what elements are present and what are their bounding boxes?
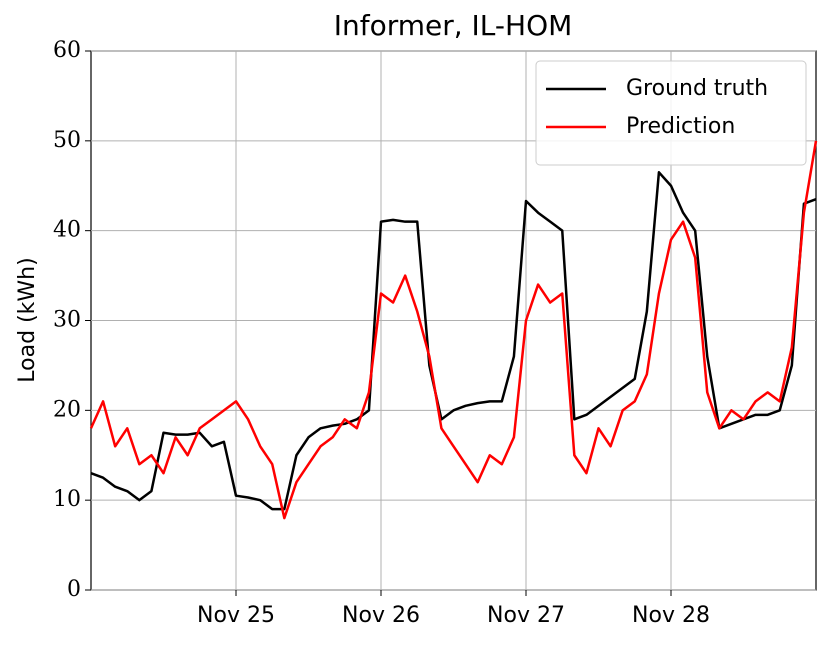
x-tick-label: Nov 28	[632, 603, 710, 628]
series-line	[89, 140, 818, 520]
y-tick-label: 0	[67, 577, 81, 602]
y-tick-label: 30	[53, 308, 81, 333]
y-tick-label: 40	[53, 218, 81, 243]
x-tick-label: Nov 26	[342, 603, 420, 628]
y-tick-label: 10	[53, 487, 81, 512]
y-tick-label: 20	[53, 397, 81, 422]
legend-label: Prediction	[626, 114, 735, 139]
x-tick-label: Nov 25	[197, 603, 275, 628]
legend-box	[535, 60, 807, 166]
y-tick-label: 50	[53, 128, 81, 153]
legend-label: Ground truth	[626, 76, 768, 101]
y-axis-label: Load (kWh)	[15, 257, 40, 382]
y-tick-label: 60	[53, 38, 81, 63]
chart-title: Informer, IL-HOM	[334, 9, 573, 42]
x-tick-label: Nov 27	[487, 603, 565, 628]
series-line	[90, 171, 817, 511]
